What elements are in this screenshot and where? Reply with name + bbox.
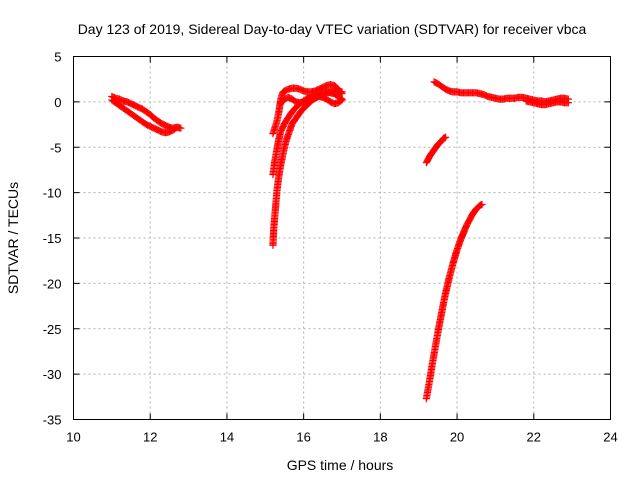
x-tick-label: 24 [603, 430, 617, 445]
grid [73, 56, 611, 420]
x-tick-label: 12 [143, 430, 157, 445]
y-axis-label: SDTVAR / TECUs [5, 182, 21, 294]
x-tick-label: 10 [66, 430, 80, 445]
x-tick-label: 16 [296, 430, 310, 445]
data-point [338, 90, 346, 98]
axis-ticks: 10 12 14 16 18 20 22 24 -35 -30 -25 -20 -15 -10 -5 0 5 [43, 50, 618, 445]
series-arc-21h-lower [522, 97, 572, 109]
y-tick-label: -10 [43, 186, 62, 201]
chart-title: Day 123 of 2019, Sidereal Day-to-day VTE… [78, 21, 587, 37]
y-tick-label: -35 [43, 413, 62, 428]
y-tick-label: -30 [43, 367, 62, 382]
y-tick-label: -20 [43, 276, 62, 291]
x-tick-label: 20 [450, 430, 464, 445]
data-point [278, 124, 287, 132]
data-point [279, 122, 287, 130]
series-arc-15h-upper [269, 81, 346, 138]
series-arc-15h-steep [269, 87, 346, 249]
data-point [277, 128, 285, 136]
x-axis-label: GPS time / hours [287, 457, 394, 473]
data-points [108, 78, 572, 403]
series-arc-15h-flat [277, 92, 346, 108]
data-point [277, 126, 285, 135]
data-point [564, 99, 572, 107]
data-point [173, 123, 181, 131]
series-arc-19h-long [422, 200, 486, 403]
series-arc-11h-lower [108, 96, 181, 137]
data-point [478, 200, 486, 209]
data-point [172, 124, 180, 132]
y-tick-label: -5 [50, 140, 62, 155]
x-tick-label: 14 [220, 430, 234, 445]
y-tick-label: 0 [54, 95, 61, 110]
y-tick-label: 5 [54, 50, 61, 65]
data-point [337, 97, 345, 105]
x-tick-label: 22 [527, 430, 541, 445]
data-point [338, 96, 346, 104]
data-point [278, 125, 286, 133]
y-tick-label: -25 [43, 322, 62, 337]
x-tick-label: 18 [373, 430, 387, 445]
series-arc-11h-upper [108, 92, 185, 132]
series-arc-19h-short [422, 133, 450, 167]
data-point [441, 133, 450, 141]
data-point [337, 88, 345, 97]
y-tick-label: -15 [43, 231, 62, 246]
